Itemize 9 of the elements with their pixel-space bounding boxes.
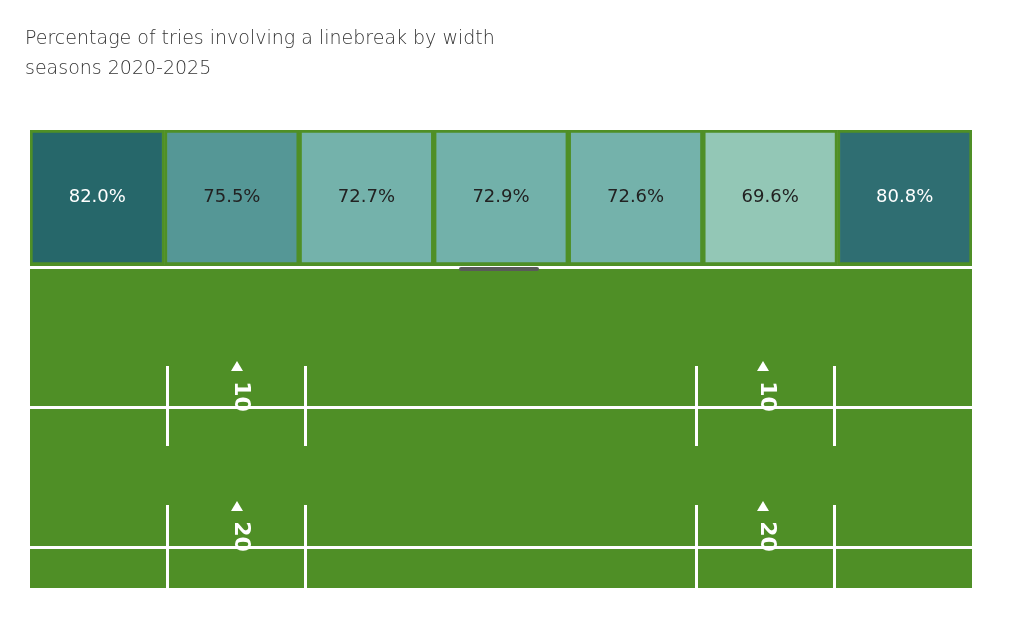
data-label: 69.6% xyxy=(741,185,799,207)
data-label: 72.7% xyxy=(337,185,396,207)
data-label: 80.8% xyxy=(876,185,934,207)
chart-subtitle: seasons 2020-2025 xyxy=(25,56,212,78)
data-label: 75.5% xyxy=(203,185,261,207)
data-label: 72.9% xyxy=(472,185,530,207)
data-label: 72.6% xyxy=(606,185,665,207)
data-label: 82.0% xyxy=(68,185,126,207)
chart-title: Percentage of tries involving a linebreak by width xyxy=(25,26,495,48)
